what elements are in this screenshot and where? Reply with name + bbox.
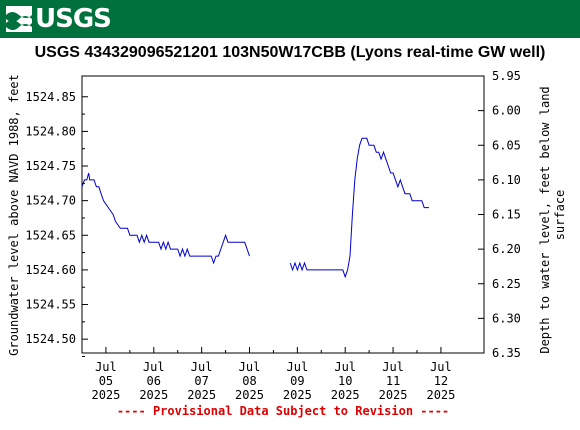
left-axis-label: Groundwater level above NAVD 1988, feet	[7, 74, 21, 356]
right-tick-label: 6.00	[492, 104, 521, 118]
right-tick-label: 6.05	[492, 138, 521, 152]
right-axis-label-line1: Depth to water level, feet below land	[538, 86, 552, 353]
left-tick-label: 1524.75	[25, 159, 76, 173]
x-tick-label: 2025	[426, 388, 455, 402]
right-tick-label: 6.25	[492, 277, 521, 291]
x-tick-label: 07	[194, 374, 208, 388]
right-tick-label: 6.10	[492, 173, 521, 187]
right-tick-label: 5.95	[492, 69, 521, 83]
x-tick-label: 08	[242, 374, 256, 388]
series-line	[289, 137, 429, 279]
x-tick-label: 06	[147, 374, 161, 388]
right-tick-label: 6.30	[492, 311, 521, 325]
left-tick-label: 1524.70	[25, 194, 76, 208]
usgs-logo[interactable]: USGS	[6, 4, 112, 34]
chart-title: USGS 434329096521201 103N50W17CBB (Lyons…	[34, 44, 546, 61]
usgs-banner: USGS	[0, 0, 580, 38]
series-line	[81, 172, 250, 265]
right-tick-label: 6.35	[492, 346, 521, 360]
right-tick-label: 6.20	[492, 242, 521, 256]
left-tick-label: 1524.80	[25, 124, 76, 138]
x-tick-label: Jul	[239, 360, 261, 374]
x-tick-label: 2025	[235, 388, 264, 402]
x-tick-label: 09	[290, 374, 304, 388]
left-tick-label: 1524.60	[25, 263, 76, 277]
data-series	[81, 137, 429, 279]
x-tick-label: 2025	[331, 388, 360, 402]
right-axis-label-line2: surface	[553, 190, 567, 241]
x-tick-label: Jul	[382, 360, 404, 374]
x-tick-label: Jul	[143, 360, 165, 374]
provisional-footnote: ---- Provisional Data Subject to Revisio…	[117, 404, 449, 418]
right-axis-ticks: 5.95 6.00 6.05 6.10 6.15 6.20 6.25 6.30 6.35	[478, 69, 521, 360]
x-tick-label: 2025	[379, 388, 408, 402]
x-tick-label: 10	[338, 374, 352, 388]
left-tick-label: 1524.55	[25, 298, 76, 312]
usgs-wave-icon	[6, 6, 32, 32]
x-tick-label: 2025	[139, 388, 168, 402]
x-tick-label: Jul	[430, 360, 452, 374]
x-tick-label: Jul	[95, 360, 117, 374]
x-tick-label: 12	[434, 374, 448, 388]
x-tick-label: 05	[99, 374, 113, 388]
left-tick-label: 1524.65	[25, 228, 76, 242]
x-tick-label: Jul	[334, 360, 356, 374]
usgs-logo-text: USGS	[35, 4, 112, 34]
x-tick-label: Jul	[191, 360, 213, 374]
x-tick-label: 2025	[187, 388, 216, 402]
x-tick-label: 11	[386, 374, 400, 388]
left-tick-label: 1524.85	[25, 90, 76, 104]
x-axis-ticks: Jul052025Jul062025Jul072025Jul082025Jul0…	[91, 347, 455, 402]
x-tick-label: 2025	[91, 388, 120, 402]
x-tick-label: 2025	[283, 388, 312, 402]
right-tick-label: 6.15	[492, 208, 521, 222]
x-tick-label: Jul	[287, 360, 309, 374]
plot-area	[81, 75, 485, 354]
left-axis-ticks: 1524.85 1524.80 1524.75 1524.70 1524.65 1524.…	[25, 90, 88, 357]
left-tick-label: 1524.50	[25, 332, 76, 346]
